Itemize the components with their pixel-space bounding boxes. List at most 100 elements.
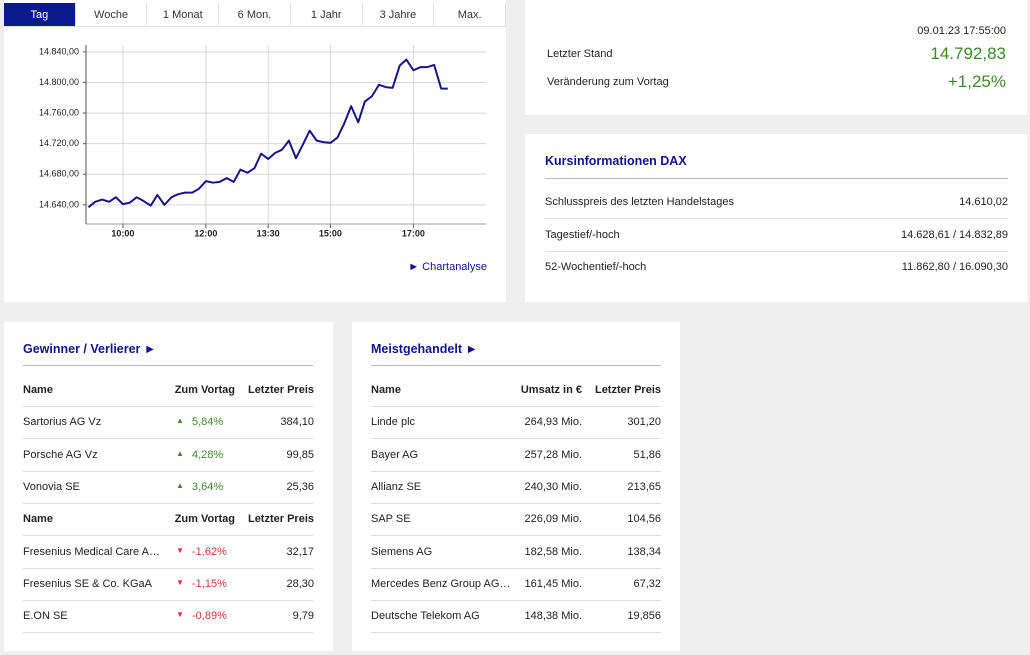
trend-icon: ▼ <box>176 545 184 555</box>
y-tick-label: 14.720,00 <box>39 138 79 148</box>
col-name[interactable]: SAP SE <box>371 513 411 526</box>
timestamp: 09.01.23 17:55:00 <box>917 25 1006 37</box>
title-text[interactable]: Gewinner / Verlierer <box>23 342 141 356</box>
col-name[interactable]: Mercedes Benz Group AG… <box>371 577 511 590</box>
col-change: 264,93 Mio. <box>524 416 582 429</box>
label: Letzter Stand <box>547 48 613 60</box>
col-change: 182,58 Mio. <box>524 545 582 558</box>
y-tick-label: 14.800,00 <box>39 77 79 87</box>
y-tick-label: 14.640,00 <box>39 199 79 209</box>
separator <box>23 438 313 440</box>
label: Veränderung zum Vortag <box>547 76 669 88</box>
col-name[interactable]: E.ON SE <box>23 610 68 623</box>
separator <box>23 502 313 504</box>
separator <box>371 599 661 601</box>
col-change: 240,30 Mio. <box>524 480 582 493</box>
col-price: 213,65 <box>627 480 661 493</box>
col-name[interactable]: Fresenius SE & Co. KGaA <box>23 577 152 590</box>
panel-title[interactable]: Meistgehandelt ► <box>371 342 478 356</box>
col-name[interactable]: Vonovia SE <box>23 480 80 493</box>
quote-panel: 09.01.23 17:55:00 Letzter Stand 14.792,8… <box>525 0 1027 115</box>
col-change: 4,28% <box>192 448 224 461</box>
separator <box>371 470 661 472</box>
info-value: 11.862,80 / 16.090,30 <box>901 261 1008 273</box>
col-price: 51,86 <box>633 448 661 461</box>
col-name[interactable]: Sartorius AG Vz <box>23 416 102 429</box>
title-text[interactable]: Meistgehandelt <box>371 342 462 356</box>
trend-icon: ▲ <box>176 480 184 490</box>
column-header: Name <box>23 513 53 526</box>
col-name[interactable]: Porsche AG Vz <box>23 448 98 461</box>
link-text[interactable]: Chartanalyse <box>422 261 487 273</box>
col-change: -0,89% <box>192 610 227 623</box>
separator <box>371 535 661 537</box>
col-name[interactable]: Allianz SE <box>371 480 422 493</box>
col-name[interactable]: Bayer AG <box>371 448 419 461</box>
tab[interactable]: Woche <box>75 3 148 27</box>
chart-link[interactable]: ► Chartanalyse <box>408 261 487 273</box>
x-tick-label: 13:30 <box>257 228 280 238</box>
trend-icon: ▲ <box>176 416 184 426</box>
separator <box>371 632 661 634</box>
x-tick-label: 15:00 <box>319 228 342 238</box>
tab[interactable]: 1 Monat <box>147 3 220 27</box>
col-price: 32,17 <box>286 545 314 558</box>
info-label: 52-Wochentief/-hoch <box>545 261 647 273</box>
separator <box>23 470 313 472</box>
separator <box>371 502 661 504</box>
col-price: 19,856 <box>627 610 661 623</box>
col-price: 104,56 <box>627 513 661 526</box>
tab[interactable]: 3 Jahre <box>362 3 435 27</box>
traded-panel[interactable]: Meistgehandelt ► Name Umsatz in € Letzter … <box>352 322 680 651</box>
col-name[interactable]: Linde plc <box>371 416 416 429</box>
trend-icon: ▼ <box>176 610 184 620</box>
info-panel: Kursinformationen DAX Schlusspreis des l… <box>525 134 1027 302</box>
x-tick-label: 12:00 <box>194 228 217 238</box>
change-value: +1,25% <box>947 72 1006 91</box>
price-line <box>87 58 448 208</box>
info-value: 14.628,61 / 14.832,89 <box>900 228 1008 241</box>
col-price: 9,79 <box>292 610 314 623</box>
separator <box>545 178 1008 179</box>
x-tick-label: 10:00 <box>111 228 134 238</box>
separator <box>371 406 661 407</box>
chart: 14.640,00 14.680,00 14.720,00 14.760,00 14.8… <box>39 45 486 238</box>
separator <box>23 535 313 537</box>
separator <box>23 632 313 634</box>
last-value: 14.792,83 <box>930 44 1006 63</box>
info-label: Schlusspreis des letzten Handelstages <box>545 196 734 208</box>
col-price: 28,30 <box>286 577 314 590</box>
col-name[interactable]: Deutsche Telekom AG <box>371 610 480 623</box>
col-change: 161,45 Mio. <box>524 577 582 590</box>
col-change: -1,15% <box>192 577 227 590</box>
trend-icon: ▲ <box>176 448 184 458</box>
separator <box>23 406 313 407</box>
info-label: Tagestief/-hoch <box>545 228 620 241</box>
separator <box>545 250 1008 252</box>
chart-panel: Tag Woche 1 Monat 6 Mon. 1 Jahr 3 Jahre Max. 1… <box>4 0 506 302</box>
y-tick-label: 14.760,00 <box>39 107 79 117</box>
column-header: Zum Vortag <box>174 513 235 526</box>
column-header: Zum Vortag <box>174 384 235 396</box>
col-price: 99,85 <box>286 448 314 461</box>
separator <box>23 599 313 601</box>
tab[interactable]: Tag <box>4 3 76 27</box>
panel-title[interactable]: Gewinner / Verlierer ► <box>23 342 157 356</box>
column-header: Letzter Preis <box>247 513 314 526</box>
panel-title: Kursinformationen DAX <box>545 154 687 168</box>
separator <box>371 567 661 569</box>
x-tick-label: 17:00 <box>402 228 425 238</box>
col-name[interactable]: Fresenius Medical Care A… <box>23 545 160 558</box>
y-tick-label: 14.840,00 <box>39 46 79 56</box>
tab[interactable]: 6 Mon. <box>219 3 291 27</box>
tab[interactable]: Max. <box>434 3 506 27</box>
col-price: 25,36 <box>286 480 314 493</box>
col-name[interactable]: Siemens AG <box>371 545 433 558</box>
col-change: 257,28 Mio. <box>524 448 582 461</box>
y-tick-label: 14.680,00 <box>39 169 79 179</box>
tab[interactable]: 1 Jahr <box>290 3 363 27</box>
col-change: 3,64% <box>192 480 224 493</box>
col-change: 226,09 Mio. <box>524 513 582 526</box>
movers-panel[interactable]: Gewinner / Verlierer ► Name Zum Vortag Let… <box>4 322 333 651</box>
